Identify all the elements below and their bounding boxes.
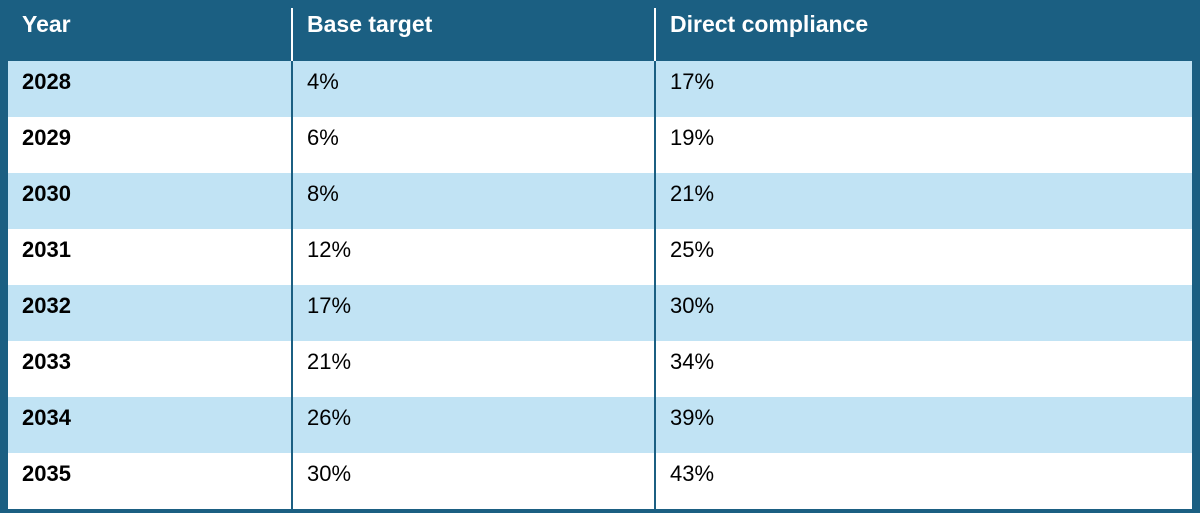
cell-direct-compliance: 25% [654,229,1192,285]
table-row: 2034 26% 39% [8,397,1192,453]
cell-base-target: 4% [291,61,655,117]
cell-direct-compliance: 43% [654,453,1192,509]
cell-year: 2032 [8,285,292,341]
table-row: 2031 12% 25% [8,229,1192,285]
cell-base-target: 30% [291,453,655,509]
header-row: Year Base target Direct compliance [8,8,1192,61]
data-table: Year Base target Direct compliance 2028 … [8,8,1192,509]
cell-direct-compliance: 39% [654,397,1192,453]
table-row: 2028 4% 17% [8,61,1192,117]
cell-direct-compliance: 21% [654,173,1192,229]
cell-direct-compliance: 34% [654,341,1192,397]
table-row: 2035 30% 43% [8,453,1192,509]
table-row: 2030 8% 21% [8,173,1192,229]
cell-year: 2028 [8,61,292,117]
cell-direct-compliance: 17% [654,61,1192,117]
cell-base-target: 8% [291,173,655,229]
table-row: 2032 17% 30% [8,285,1192,341]
header-direct-compliance: Direct compliance [654,8,1192,61]
cell-year: 2030 [8,173,292,229]
cell-base-target: 12% [291,229,655,285]
table-row: 2033 21% 34% [8,341,1192,397]
header-base-target: Base target [291,8,655,61]
cell-base-target: 17% [291,285,655,341]
cell-year: 2031 [8,229,292,285]
cell-year: 2029 [8,117,292,173]
cell-year: 2033 [8,341,292,397]
cell-base-target: 26% [291,397,655,453]
cell-base-target: 6% [291,117,655,173]
cell-year: 2035 [8,453,292,509]
cell-year: 2034 [8,397,292,453]
cell-direct-compliance: 30% [654,285,1192,341]
cell-base-target: 21% [291,341,655,397]
header-year: Year [8,8,292,61]
cell-direct-compliance: 19% [654,117,1192,173]
table-row: 2029 6% 19% [8,117,1192,173]
